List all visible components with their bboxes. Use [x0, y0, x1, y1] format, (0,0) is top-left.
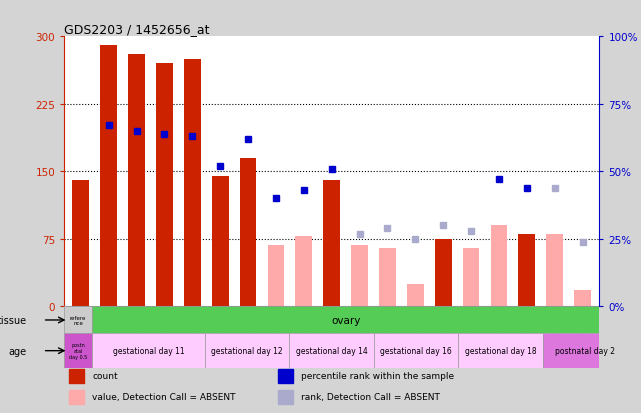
Text: gestational day 16: gestational day 16 [380, 347, 452, 355]
Bar [546, 235, 563, 307]
Bar [519, 235, 535, 307]
Bar [458, 334, 543, 368]
Bar [543, 334, 628, 368]
Bar [128, 55, 145, 307]
Text: ovary: ovary [331, 315, 360, 325]
Bar [184, 59, 201, 307]
Bar [379, 248, 396, 307]
Text: refere
nce: refere nce [70, 315, 87, 325]
Bar [267, 246, 285, 307]
Bar [72, 181, 89, 307]
Text: gestational day 14: gestational day 14 [296, 347, 367, 355]
Bar [240, 159, 256, 307]
Bar [463, 248, 479, 307]
Bar [407, 284, 424, 307]
Bar [69, 369, 85, 383]
Text: age: age [8, 346, 27, 356]
Text: gestational day 11: gestational day 11 [113, 347, 185, 355]
Text: gestational day 18: gestational day 18 [465, 347, 537, 355]
Bar [205, 334, 290, 368]
Bar [290, 334, 374, 368]
Text: value, Detection Call = ABSENT: value, Detection Call = ABSENT [92, 392, 236, 401]
Text: rank, Detection Call = ABSENT: rank, Detection Call = ABSENT [301, 392, 440, 401]
Bar [278, 369, 293, 383]
Bar [351, 246, 368, 307]
Bar [296, 237, 312, 307]
Text: GDS2203 / 1452656_at: GDS2203 / 1452656_at [64, 23, 210, 36]
Text: postn
atal
day 0.5: postn atal day 0.5 [69, 342, 87, 359]
Text: count: count [92, 372, 118, 380]
Bar [490, 226, 507, 307]
Text: gestational day 12: gestational day 12 [212, 347, 283, 355]
Bar [435, 240, 452, 307]
Text: postnatal day 2: postnatal day 2 [555, 347, 615, 355]
Text: percentile rank within the sample: percentile rank within the sample [301, 372, 454, 380]
Bar [212, 176, 229, 307]
Bar [323, 181, 340, 307]
Bar [69, 390, 85, 404]
Bar [64, 307, 92, 334]
Text: tissue: tissue [0, 315, 27, 325]
Bar [156, 64, 173, 307]
Bar [101, 46, 117, 307]
Bar [92, 334, 205, 368]
Bar [278, 390, 293, 404]
Bar [374, 334, 458, 368]
Bar [574, 291, 591, 307]
Bar [64, 334, 92, 368]
